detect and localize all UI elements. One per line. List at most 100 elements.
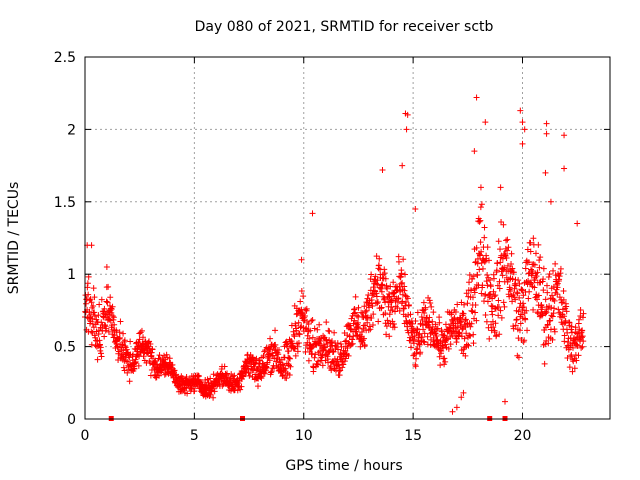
data-point xyxy=(374,298,381,305)
data-point xyxy=(483,318,490,325)
data-point xyxy=(378,288,385,295)
data-point xyxy=(437,362,444,369)
data-point xyxy=(335,346,342,353)
data-point xyxy=(534,269,541,276)
data-point xyxy=(221,363,228,370)
data-point xyxy=(546,271,553,278)
plot-border xyxy=(84,56,611,420)
data-point xyxy=(542,296,549,303)
data-point xyxy=(360,325,367,332)
data-point xyxy=(374,300,381,307)
data-point xyxy=(527,248,534,255)
data-point xyxy=(411,336,418,343)
data-point xyxy=(316,321,323,328)
data-point xyxy=(401,271,408,278)
data-point xyxy=(95,312,102,319)
data-point xyxy=(490,288,497,295)
data-point xyxy=(579,333,586,340)
data-point xyxy=(512,296,519,303)
data-point xyxy=(556,273,563,280)
data-point xyxy=(579,327,586,334)
y-tick-label: 1.5 xyxy=(54,195,76,211)
data-point xyxy=(400,305,407,312)
y-tick-label: 0.5 xyxy=(54,340,76,356)
data-point xyxy=(337,367,344,374)
data-point xyxy=(484,244,491,251)
data-point xyxy=(384,317,391,324)
data-point xyxy=(109,303,116,310)
data-point xyxy=(430,309,437,316)
data-point xyxy=(211,388,218,395)
data-point xyxy=(334,340,341,347)
data-point xyxy=(305,357,312,364)
data-point xyxy=(292,322,299,329)
data-point xyxy=(367,275,374,282)
data-point xyxy=(515,354,522,361)
data-point xyxy=(561,338,568,345)
data-point xyxy=(467,333,474,340)
data-point xyxy=(116,329,123,336)
data-point xyxy=(503,237,510,244)
data-point xyxy=(436,353,443,360)
data-point xyxy=(505,244,512,251)
data-point xyxy=(92,334,99,341)
data-point xyxy=(282,365,289,372)
data-point xyxy=(426,314,433,321)
data-point xyxy=(412,361,419,368)
data-point xyxy=(148,349,155,356)
data-point xyxy=(462,317,469,324)
data-point xyxy=(513,317,520,324)
data-point xyxy=(323,319,330,326)
data-point xyxy=(367,326,374,333)
data-point xyxy=(400,305,407,312)
data-point xyxy=(453,339,460,346)
data-point xyxy=(382,275,389,282)
data-point xyxy=(516,280,523,287)
data-point xyxy=(476,266,483,273)
data-point xyxy=(126,354,133,361)
data-point xyxy=(120,364,127,371)
data-point xyxy=(560,296,567,303)
data-point xyxy=(407,311,414,318)
data-point xyxy=(458,394,465,401)
data-point xyxy=(91,313,98,320)
data-point xyxy=(326,328,333,335)
data-point xyxy=(495,303,502,310)
data-point xyxy=(414,325,421,332)
data-point xyxy=(164,369,171,376)
data-point xyxy=(497,307,504,314)
data-point xyxy=(479,265,486,272)
data-point xyxy=(355,304,362,311)
data-point xyxy=(127,338,134,345)
data-point xyxy=(578,344,585,351)
data-point xyxy=(263,364,270,371)
data-point xyxy=(272,327,279,334)
data-point xyxy=(508,260,515,267)
data-point xyxy=(442,358,449,365)
data-point xyxy=(460,310,467,317)
data-point xyxy=(124,369,131,376)
data-point xyxy=(468,320,475,327)
data-point xyxy=(87,296,94,303)
data-point xyxy=(373,253,380,260)
data-point xyxy=(473,317,480,324)
data-point xyxy=(436,319,443,326)
data-point xyxy=(432,330,439,337)
data-point xyxy=(531,284,538,291)
data-point xyxy=(524,327,531,334)
data-point xyxy=(398,280,405,287)
data-point xyxy=(500,299,507,306)
data-point xyxy=(101,305,108,312)
data-point xyxy=(487,283,494,290)
data-point xyxy=(477,217,484,224)
data-point xyxy=(88,242,95,249)
data-point xyxy=(551,326,558,333)
data-point xyxy=(542,169,549,176)
data-point xyxy=(504,236,511,243)
y-tick-label: 2.5 xyxy=(54,50,76,66)
data-point xyxy=(580,310,587,317)
data-point xyxy=(88,328,95,335)
data-point xyxy=(566,319,573,326)
data-point xyxy=(82,292,89,299)
data-point xyxy=(526,288,533,295)
